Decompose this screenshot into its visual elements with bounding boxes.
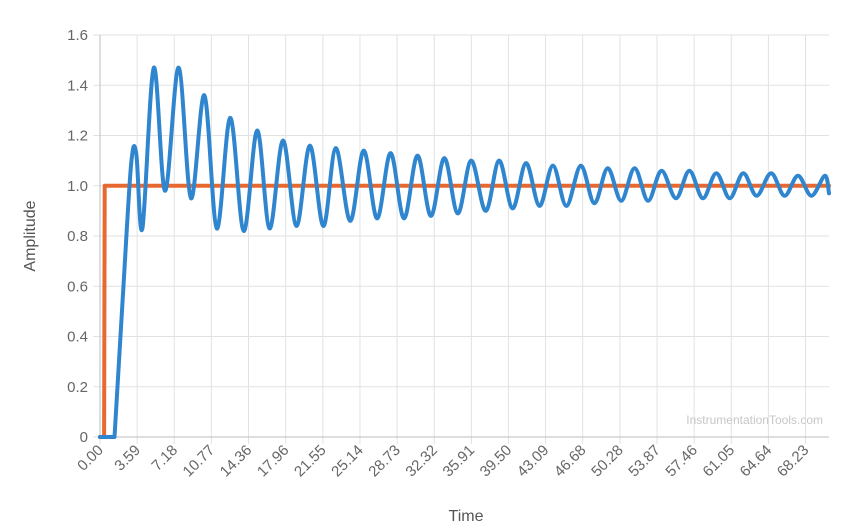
y-axis-title: Amplitude xyxy=(22,200,39,271)
x-tick-label: 7.18 xyxy=(148,442,181,475)
y-tick-label: 0.6 xyxy=(67,278,88,295)
x-tick-label: 50.28 xyxy=(588,442,627,481)
x-tick-label: 46.68 xyxy=(551,442,590,481)
series-layer xyxy=(98,65,831,439)
x-axis-title: Time xyxy=(449,508,484,525)
x-tick-label: 14.36 xyxy=(217,442,256,481)
y-tick-label: 0.8 xyxy=(67,228,88,245)
y-tick-label: 0.2 xyxy=(67,379,88,396)
y-tick-label: 0 xyxy=(80,429,88,446)
x-tick-label: 0.00 xyxy=(74,442,107,475)
response-line xyxy=(98,65,831,439)
x-tick-label: 68.23 xyxy=(774,442,813,481)
x-tick-label: 43.09 xyxy=(514,442,553,481)
y-tick-label: 1.2 xyxy=(67,128,88,145)
y-tick-label: 1.4 xyxy=(67,77,88,94)
x-tick-label: 3.59 xyxy=(111,442,144,475)
x-tick-label: 57.46 xyxy=(662,442,701,481)
y-tick-label: 0.4 xyxy=(67,329,88,346)
x-tick-label: 61.05 xyxy=(700,442,739,481)
y-tick-labels: 0 0.2 0.4 0.6 0.8 1.0 1.2 1.4 1.6 xyxy=(67,27,88,446)
x-tick-label: 17.96 xyxy=(254,442,293,481)
y-tick-label: 1.0 xyxy=(67,178,88,195)
x-tick-label: 21.55 xyxy=(291,442,330,481)
x-tick-labels: 0.00 3.59 7.1810.7714.3617.9621.5525.1428.… xyxy=(74,442,812,481)
x-tick-label: 64.64 xyxy=(737,442,776,481)
x-tick-label: 32.32 xyxy=(402,442,441,481)
x-tick-label: 10.77 xyxy=(180,442,219,481)
x-tick-label: 35.91 xyxy=(440,442,479,481)
x-tick-label: 28.73 xyxy=(365,442,404,481)
y-tick-label: 1.6 xyxy=(67,27,88,44)
watermark: InstrumentationTools.com xyxy=(686,413,823,427)
x-tick-label: 53.87 xyxy=(625,442,664,481)
x-tick-label: 39.50 xyxy=(477,442,516,481)
step-input-line xyxy=(98,183,831,439)
x-tick-label: 25.14 xyxy=(328,442,367,481)
